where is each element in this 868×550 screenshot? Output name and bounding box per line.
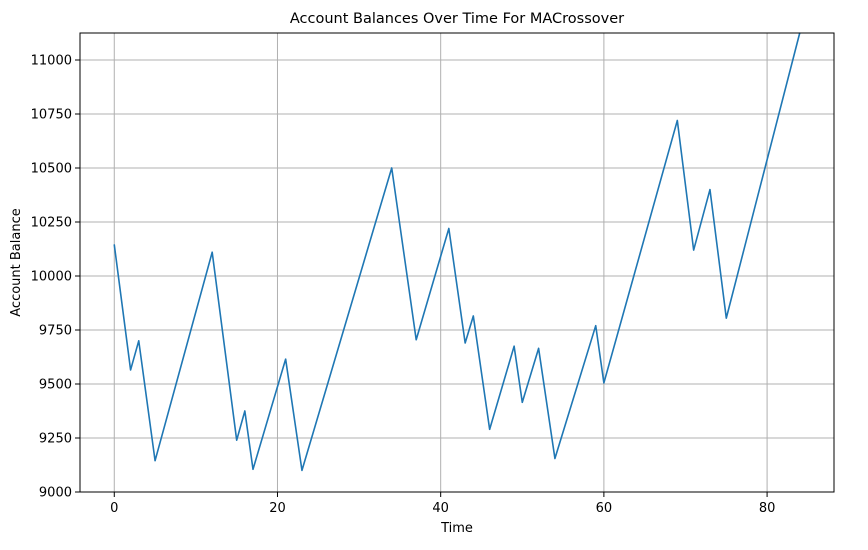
balance-data-point: [391, 167, 393, 169]
series-layer: [113, 32, 801, 472]
balance-data-point: [301, 469, 303, 471]
balance-data-point: [521, 401, 523, 403]
balance-data-point: [472, 315, 474, 317]
balance-data-point: [693, 249, 695, 251]
y-tick-label: 10000: [31, 270, 72, 285]
balance-data-point: [448, 227, 450, 230]
x-tick-label: 80: [759, 501, 776, 516]
balance-data-point: [489, 428, 491, 430]
y-tick-label: 10250: [31, 216, 72, 231]
balance-data-point: [113, 244, 115, 246]
balance-data-point: [538, 347, 540, 349]
y-tick-label: 9750: [39, 324, 72, 339]
balance-data-point: [513, 345, 515, 347]
y-tick-label: 10500: [31, 162, 72, 177]
balance-series-line: [113, 32, 801, 472]
y-tick-label: 9500: [39, 378, 72, 393]
balance-data-point: [464, 342, 466, 344]
ticks: 0 20 40 60 80 9000 9250 9500 9750 10000 10250 10500…: [31, 54, 776, 517]
balance-data-point: [252, 468, 254, 470]
balance-data-point: [244, 410, 246, 412]
x-tick-label: 0: [110, 501, 118, 516]
balance-data-point: [595, 325, 597, 327]
balance-data-point: [415, 339, 417, 341]
x-tick-label: 60: [596, 501, 613, 516]
x-axis-label: Time: [440, 521, 473, 536]
balance-data-point: [138, 340, 140, 342]
x-tick-label: 40: [432, 501, 449, 516]
x-tick-label: 20: [269, 501, 286, 516]
chart-title: Account Balances Over Time For MACrossov…: [290, 11, 624, 27]
balance-data-point: [236, 439, 238, 441]
y-axis-label: Account Balance: [9, 208, 24, 316]
y-tick-label: 9250: [39, 432, 72, 447]
grid: [80, 33, 834, 493]
plot-frame: [79, 32, 835, 493]
balance-data-point: [129, 369, 132, 371]
y-tick-label: 10750: [31, 108, 72, 123]
balance-data-point: [554, 457, 556, 460]
balance-data-point: [211, 251, 213, 253]
balance-data-point: [154, 460, 156, 462]
balance-data-point: [725, 317, 727, 319]
balance-data-point: [285, 358, 287, 360]
balance-data-point: [603, 382, 605, 384]
balance-data-point: [709, 189, 711, 191]
y-tick-label: 11000: [31, 54, 72, 69]
y-tick-label: 9000: [39, 486, 72, 501]
balance-data-point: [676, 119, 678, 122]
